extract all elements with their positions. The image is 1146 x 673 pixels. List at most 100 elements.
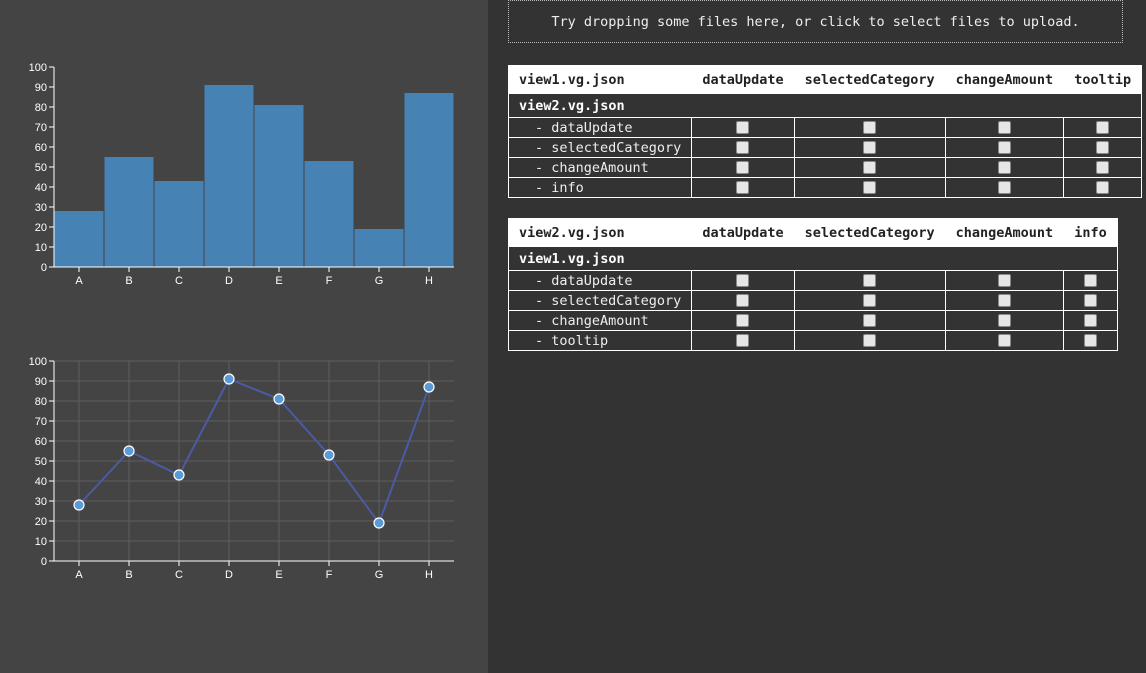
x-tick-label: F (326, 275, 333, 287)
table-group-label: view2.vg.json (507, 93, 1143, 118)
signal-checkbox[interactable] (863, 181, 877, 194)
table-row: - changeAmount (507, 310, 1118, 331)
bar (254, 105, 304, 267)
signal-checkbox[interactable] (1096, 181, 1110, 194)
signal-checkbox[interactable] (997, 141, 1011, 154)
x-tick-label: A (75, 569, 83, 581)
y-tick-label: 100 (29, 356, 47, 368)
y-tick-label: 80 (35, 396, 47, 408)
x-tick-label: D (225, 569, 233, 581)
table-group-label: view1.vg.json (508, 246, 1118, 271)
table-row: - tooltip (507, 330, 1118, 351)
y-tick-label: 90 (35, 82, 47, 94)
signal-checkbox[interactable] (863, 121, 877, 134)
table-header-row: view2.vg.json dataUpdate selectedCategor… (507, 218, 1118, 247)
signal-checkbox[interactable] (1096, 141, 1110, 154)
data-point (373, 517, 385, 529)
signal-checkbox[interactable] (736, 141, 750, 154)
signal-checkbox[interactable] (863, 141, 877, 154)
x-tick-label: G (375, 569, 384, 581)
x-tick-label: C (175, 275, 183, 287)
bar (154, 181, 204, 267)
signal-checkbox[interactable] (997, 161, 1011, 174)
signal-label: - selectedCategory (507, 137, 693, 158)
data-point (173, 469, 185, 481)
signal-checkbox[interactable] (863, 334, 877, 347)
bar-chart: 0 10 20 30 40 50 60 70 80 90 100 A B C D E F G H (29, 62, 454, 287)
signal-checkbox[interactable] (1083, 274, 1097, 287)
line-chart: 0 10 20 30 40 50 60 70 80 90 100 A B C D E F G H (29, 356, 454, 581)
y-tick-label: 70 (35, 416, 47, 428)
signal-checkbox[interactable] (736, 314, 750, 327)
signal-checkbox[interactable] (863, 274, 877, 287)
table-row: - selectedCategory (507, 137, 1143, 158)
x-tick-label: H (425, 275, 433, 287)
file-dropzone[interactable]: Try dropping some files here, or click t… (508, 0, 1123, 43)
y-tick-label: 30 (35, 496, 47, 508)
table-header-col: selectedCategory (793, 65, 946, 94)
x-tick-label: H (425, 569, 433, 581)
signal-checkbox[interactable] (997, 274, 1011, 287)
table-row: - dataUpdate (507, 117, 1143, 138)
signal-checkbox[interactable] (997, 334, 1011, 347)
table-header-row: view1.vg.json dataUpdate selectedCategor… (507, 65, 1143, 94)
signal-checkbox[interactable] (736, 334, 750, 347)
signal-checkbox[interactable] (863, 314, 877, 327)
data-point (223, 373, 235, 385)
y-tick-label: 60 (35, 436, 47, 448)
data-point (423, 381, 435, 393)
data-point (73, 499, 85, 511)
signal-checkbox[interactable] (736, 181, 750, 194)
signal-checkbox[interactable] (997, 181, 1011, 194)
table-row: - dataUpdate (507, 270, 1118, 291)
signal-checkbox[interactable] (736, 274, 750, 287)
y-tick-label: 0 (41, 556, 47, 568)
signal-checkbox[interactable] (736, 121, 750, 134)
data-point (273, 393, 285, 405)
table-header-col: dataUpdate (691, 65, 795, 94)
x-tick-label: E (275, 569, 282, 581)
y-tick-label: 0 (41, 262, 47, 274)
y-tick-label: 40 (35, 182, 47, 194)
x-tick-label: E (275, 275, 282, 287)
y-tick-label: 100 (29, 62, 47, 74)
y-tick-label: 10 (35, 242, 47, 254)
table-group-row: view2.vg.json (507, 93, 1143, 118)
signal-checkbox[interactable] (736, 294, 750, 307)
signal-label: - info (507, 177, 693, 198)
signal-checkbox[interactable] (863, 161, 877, 174)
table-row: - selectedCategory (507, 290, 1118, 311)
charts-panel: 0 10 20 30 40 50 60 70 80 90 100 A B C D E F G H 0 10 20 30 40… (0, 0, 488, 673)
signal-checkbox[interactable] (997, 294, 1011, 307)
y-tick-label: 50 (35, 162, 47, 174)
signal-checkbox[interactable] (997, 121, 1011, 134)
signal-label: - tooltip (507, 330, 693, 351)
bar (204, 85, 254, 267)
series-line (78, 377, 430, 526)
bar (404, 93, 454, 267)
bar (54, 211, 104, 267)
signal-checkbox[interactable] (1083, 334, 1097, 347)
table-header-col: changeAmount (944, 65, 1065, 94)
table-header-col: info (1063, 218, 1118, 247)
signal-table-view2: view2.vg.json dataUpdate selectedCategor… (507, 218, 1118, 351)
x-tick-label: G (375, 275, 384, 287)
data-point (323, 449, 335, 461)
y-tick-label: 10 (35, 536, 47, 548)
signal-checkbox[interactable] (1096, 161, 1110, 174)
x-tick-label: D (225, 275, 233, 287)
signal-panel: Try dropping some files here, or click t… (488, 0, 1146, 673)
y-tick-label: 50 (35, 456, 47, 468)
bar (304, 161, 354, 267)
x-tick-label: B (125, 275, 132, 287)
y-tick-label: 80 (35, 102, 47, 114)
y-tick-label: 30 (35, 202, 47, 214)
signal-checkbox[interactable] (1083, 314, 1097, 327)
signal-label: - changeAmount (507, 310, 693, 331)
signal-checkbox[interactable] (736, 161, 750, 174)
signal-checkbox[interactable] (863, 294, 877, 307)
signal-checkbox[interactable] (1096, 121, 1110, 134)
signal-checkbox[interactable] (997, 314, 1011, 327)
signal-checkbox[interactable] (1083, 294, 1097, 307)
x-tick-label: C (175, 569, 183, 581)
